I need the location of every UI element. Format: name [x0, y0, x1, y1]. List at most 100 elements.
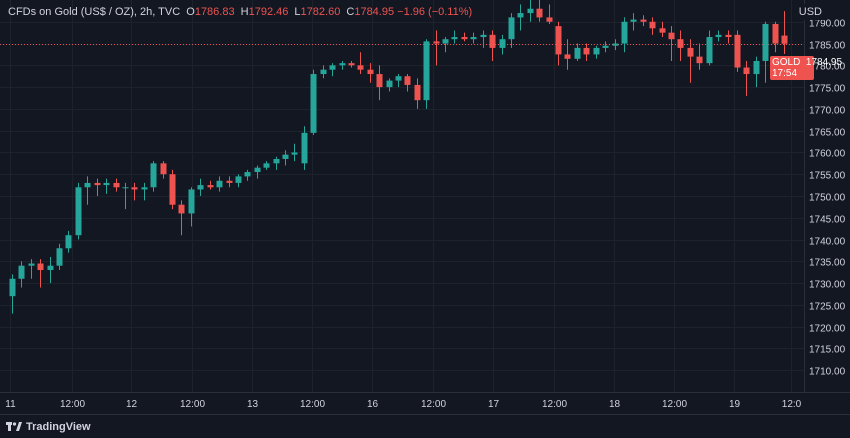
- last-price-tag: GOLD 1784.95 17:54: [770, 56, 842, 80]
- price-tick-label: 1720.00: [809, 324, 846, 335]
- candle: [75, 182, 82, 240]
- tradingview-logo[interactable]: TradingView: [6, 421, 91, 433]
- candle-body: [423, 41, 430, 101]
- candle: [762, 21, 769, 83]
- high-value: 1792.46: [248, 6, 289, 18]
- candle-body: [414, 84, 421, 101]
- candle-body: [263, 163, 270, 168]
- candle: [480, 30, 487, 48]
- candle: [197, 178, 204, 196]
- time-axis[interactable]: 11 12:00 12 12:00 13 12:00 16 12:00 17 12:00 18 12:…: [5, 399, 801, 410]
- candle-body: [235, 176, 242, 183]
- candle: [65, 230, 72, 253]
- price-tag-countdown: 17:54: [772, 68, 798, 79]
- candle-body: [546, 17, 553, 22]
- candle: [574, 43, 581, 61]
- candle: [470, 32, 477, 44]
- candle: [47, 256, 54, 284]
- candle-body: [612, 43, 619, 46]
- candle: [103, 178, 110, 194]
- candle-body: [18, 265, 25, 279]
- candle-body: [244, 172, 251, 177]
- candle-body: [56, 248, 63, 266]
- footer-bar: TradingView: [0, 414, 850, 438]
- candle: [555, 21, 562, 66]
- candle: [687, 39, 694, 83]
- candle-body: [536, 8, 543, 18]
- candle-body: [451, 37, 458, 40]
- candle-body: [442, 39, 449, 44]
- candle: [254, 165, 261, 179]
- time-tick-label: 12: [126, 399, 138, 410]
- open-label: O: [186, 6, 195, 18]
- price-tick-label: 1765.00: [809, 128, 846, 139]
- candle-body: [527, 8, 534, 14]
- candle-body: [762, 23, 769, 61]
- price-tag-price: 1784.95: [805, 57, 843, 68]
- symbol-title: CFDs on Gold (US$ / OZ), 2h, TVC: [8, 6, 181, 18]
- change-value: −1.96 (−0.11%): [397, 6, 473, 18]
- candle: [668, 26, 675, 61]
- candle: [715, 30, 722, 42]
- candle: [339, 60, 346, 70]
- candle: [56, 243, 63, 271]
- price-tick-label: 1735.00: [809, 258, 846, 269]
- chart-legend: CFDs on Gold (US$ / OZ), 2h, TVC O1786.8…: [8, 6, 472, 18]
- candle-body: [772, 23, 779, 44]
- candle: [282, 150, 289, 166]
- candle-body: [461, 37, 468, 40]
- candle-body: [160, 163, 167, 175]
- candle-body: [743, 67, 750, 75]
- candle-body: [122, 187, 129, 189]
- candle: [84, 176, 91, 205]
- candle: [404, 74, 411, 92]
- candle-body: [339, 63, 346, 66]
- candle-body: [141, 187, 148, 190]
- time-tick-label: 19: [729, 399, 741, 410]
- candle-body: [621, 21, 628, 44]
- close-value: 1784.95: [354, 6, 395, 18]
- candle: [131, 182, 138, 201]
- candle: [433, 30, 440, 66]
- candle-body: [37, 263, 44, 271]
- candle: [9, 274, 16, 314]
- candle-body: [291, 152, 298, 155]
- candle: [583, 43, 590, 61]
- price-tick-label: 1745.00: [809, 215, 846, 226]
- candle-body: [640, 19, 647, 22]
- currency-label[interactable]: USD: [794, 4, 826, 20]
- time-tick-label: 18: [609, 399, 621, 410]
- candle: [216, 176, 223, 192]
- price-tick-label: 1780.00: [809, 62, 846, 73]
- price-axis[interactable]: 1710.00 1715.00 1720.00 1725.00 1730.00 1735.…: [809, 19, 846, 378]
- candle-body: [564, 54, 571, 59]
- time-tick-label: 12:00: [180, 399, 205, 410]
- candle: [772, 21, 779, 53]
- candle: [160, 161, 167, 179]
- candle: [423, 39, 430, 109]
- candle-body: [254, 167, 261, 173]
- candle-body: [65, 235, 72, 249]
- candle-body: [188, 189, 195, 214]
- price-tick-label: 1770.00: [809, 106, 846, 117]
- candle: [113, 178, 120, 192]
- candle: [244, 169, 251, 181]
- candle: [207, 180, 214, 190]
- price-tick-label: 1775.00: [809, 84, 846, 95]
- candle: [621, 17, 628, 53]
- low-value: 1782.60: [300, 6, 341, 18]
- candle: [395, 74, 402, 88]
- time-tick-label: 13: [247, 399, 259, 410]
- candle-body: [489, 34, 496, 48]
- candle: [706, 30, 713, 66]
- candle-body: [329, 65, 336, 70]
- candle-body: [310, 74, 317, 133]
- candle-body: [216, 180, 223, 188]
- candle: [226, 176, 233, 188]
- candle-body: [404, 76, 411, 85]
- candle-body: [517, 13, 524, 18]
- candle-body: [593, 47, 600, 55]
- candle: [188, 187, 195, 227]
- time-tick-label: 12:00: [421, 399, 446, 410]
